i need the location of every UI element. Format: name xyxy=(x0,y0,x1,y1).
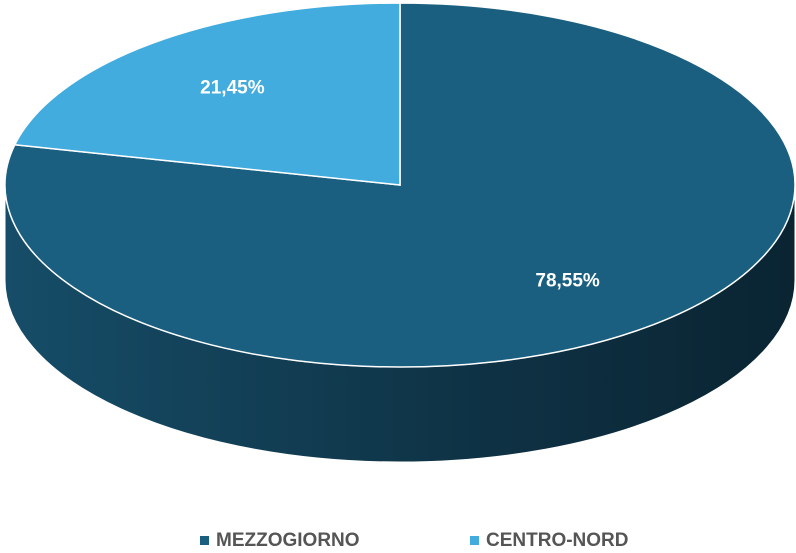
data-label: 78,55% xyxy=(535,271,600,292)
legend-swatch xyxy=(470,536,479,545)
legend-swatch xyxy=(200,536,209,545)
legend-label: CENTRO-NORD xyxy=(486,530,629,551)
data-label: 21,45% xyxy=(200,77,265,98)
pie-slice xyxy=(13,2,401,186)
legend-label: MEZZOGIORNO xyxy=(216,530,360,551)
